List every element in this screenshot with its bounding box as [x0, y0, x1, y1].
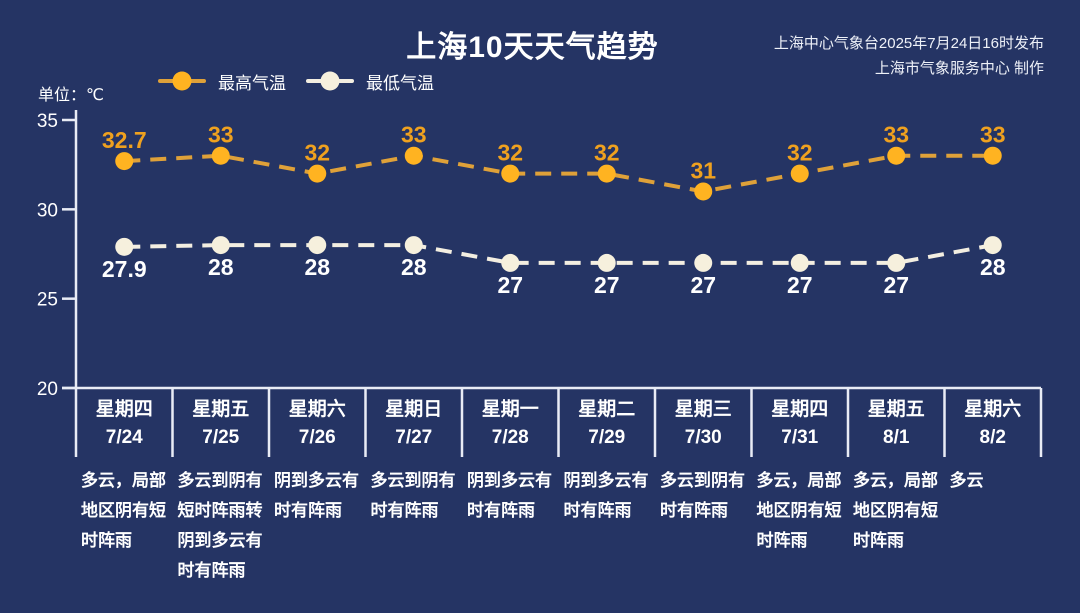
- low-temp-value-label: 28: [401, 254, 427, 280]
- page-title: 上海10天天气趋势: [406, 31, 659, 64]
- weekday-label: 星期一: [481, 399, 539, 420]
- day-column: 星期六 7/26: [269, 393, 366, 455]
- weather-description: 多云到阴有时有阵雨: [370, 471, 456, 520]
- low-temp-value-label: 27: [787, 272, 813, 298]
- low-temp-marker: [887, 253, 906, 272]
- weather-description: 阴到多云有时有阵雨: [563, 471, 649, 520]
- low-temp-series-line: [124, 243, 994, 265]
- issue-time-text: 上海中心气象台2025年7月24日16时发布: [773, 35, 1044, 52]
- day-column: 星期二 7/29: [559, 393, 656, 455]
- weekday-label: 星期四: [771, 399, 829, 420]
- high-temp-value-label: 33: [401, 122, 427, 148]
- low-temp-value-label: 27: [690, 272, 716, 298]
- low-temp-value-label: 28: [208, 254, 234, 280]
- high-temp-marker: [597, 164, 616, 183]
- y-tick-label: 25: [37, 290, 58, 311]
- low-temp-value-label: 28: [980, 254, 1006, 280]
- high-temp-value-label: 32: [304, 140, 330, 166]
- weather-description: 多云，局部地区阴有短时阵雨: [756, 471, 842, 550]
- date-label: 8/1: [883, 427, 910, 448]
- low-temp-legend-marker-icon: [306, 71, 354, 91]
- unit-label: 单位：℃: [38, 87, 104, 104]
- high-temp-value-label: 33: [883, 122, 909, 148]
- low-temp-marker: [501, 253, 520, 272]
- low-temp-value-label: 28: [304, 254, 330, 280]
- low-temp-value-label: 27: [497, 272, 523, 298]
- low-temp-value-label: 27.9: [102, 256, 147, 282]
- high-temp-value-label: 33: [980, 122, 1006, 148]
- date-label: 7/29: [588, 427, 626, 448]
- date-label: 7/30: [684, 427, 722, 448]
- low-temp-marker: [983, 236, 1002, 255]
- day-column: 星期四 7/24: [76, 393, 173, 455]
- high-temp-marker: [501, 164, 520, 183]
- high-temp-marker: [983, 146, 1002, 165]
- high-temp-value-label: 33: [208, 122, 234, 148]
- high-temp-marker: [887, 146, 906, 165]
- low-temp-marker: [404, 236, 423, 255]
- legend-label-high: 最高气温: [218, 73, 286, 93]
- weekday-label: 星期五: [192, 399, 250, 420]
- high-temp-marker: [115, 152, 134, 171]
- low-temp-marker: [308, 236, 327, 255]
- day-column: 星期三 7/30: [655, 393, 752, 455]
- high-temp-value-label: 32.7: [102, 127, 147, 153]
- weekday-label: 星期四: [95, 399, 153, 420]
- weekday-label: 星期五: [867, 399, 925, 420]
- high-temp-value-label: 31: [690, 157, 716, 183]
- weekday-label: 星期六: [288, 399, 346, 420]
- low-temp-marker: [211, 236, 230, 255]
- weekday-label: 星期日: [385, 399, 443, 420]
- date-label: 7/24: [105, 427, 143, 448]
- low-temp-value-label: 27: [594, 272, 620, 298]
- high-temp-marker: [308, 164, 327, 183]
- high-temp-marker: [211, 146, 230, 165]
- date-label: 7/25: [202, 427, 240, 448]
- high-temp-value-label: 32: [497, 140, 523, 166]
- legend-item-low-temp: 最低气温: [306, 71, 434, 93]
- date-label: 7/27: [395, 427, 433, 448]
- legend-label-low: 最低气温: [366, 73, 434, 93]
- day-column: 星期四 7/31: [752, 393, 849, 455]
- y-tick-label: 30: [37, 200, 58, 221]
- y-tick-label: 35: [37, 111, 58, 132]
- weather-description: 多云: [949, 471, 984, 490]
- high-temp-marker: [404, 146, 423, 165]
- weather-description: 阴到多云有时有阵雨: [274, 471, 359, 520]
- weather-description: 阴到多云有时有阵雨: [467, 471, 552, 520]
- high-temp-value-label: 32: [594, 140, 620, 166]
- low-temp-marker: [694, 253, 713, 272]
- low-temp-marker: [115, 237, 134, 256]
- date-label: 7/31: [781, 427, 819, 448]
- weather-description: 多云到阴有时有阵雨: [660, 471, 745, 520]
- date-label: 8/2: [979, 427, 1006, 448]
- weekday-label: 星期六: [964, 399, 1022, 420]
- day-column: 星期五 8/1: [848, 393, 945, 455]
- day-column: 星期一 7/28: [462, 393, 559, 455]
- day-column: 星期日 7/27: [366, 393, 463, 455]
- low-temp-value-label: 27: [883, 272, 909, 298]
- date-label: 7/28: [491, 427, 529, 448]
- weekday-label: 星期三: [674, 399, 732, 420]
- y-tick-label: 20: [37, 379, 58, 400]
- legend-item-high-temp: 最高气温: [158, 71, 286, 93]
- high-temp-series-line: [124, 153, 993, 194]
- low-temp-marker: [597, 253, 616, 272]
- high-temp-marker: [790, 164, 809, 183]
- date-label: 7/26: [298, 427, 336, 448]
- high-temp-marker: [694, 182, 713, 201]
- weather-description: 多云，局部地区阴有短时阵雨: [81, 471, 166, 550]
- high-temp-value-label: 32: [787, 140, 813, 166]
- weather-description: 多云，局部地区阴有短时阵雨: [853, 471, 938, 550]
- producer-text: 上海市气象服务中心 制作: [874, 60, 1044, 77]
- day-column: 星期六 8/2: [945, 393, 1042, 455]
- day-column: 星期五 7/25: [173, 393, 270, 455]
- weather-description: 多云到阴有短时阵雨转阴到多云有时有阵雨: [177, 471, 263, 580]
- high-temp-legend-marker-icon: [158, 71, 206, 91]
- low-temp-marker: [790, 253, 809, 272]
- weekday-label: 星期二: [578, 399, 636, 420]
